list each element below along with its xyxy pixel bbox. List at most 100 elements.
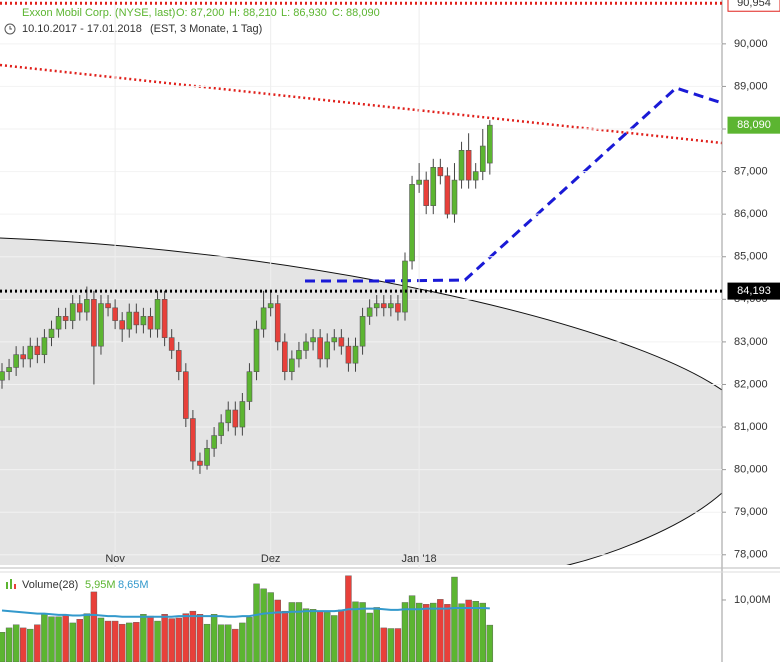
- volume-bar: [387, 628, 395, 663]
- candle-body: [260, 307, 267, 330]
- candle-body: [274, 303, 281, 343]
- candle-body: [324, 341, 331, 360]
- candle-body: [0, 371, 5, 381]
- candle-body: [140, 316, 147, 326]
- candle-body: [373, 303, 380, 309]
- level-box: [727, 0, 780, 12]
- candle-body: [267, 303, 274, 309]
- y-tick-label: 89,000: [734, 80, 768, 92]
- header-range: 10.10.2017 - 17.01.2018: [22, 23, 142, 35]
- x-tick-label: Jan '18: [402, 553, 437, 565]
- candle-body: [105, 303, 111, 309]
- candle-body: [147, 316, 154, 330]
- candle-body: [253, 328, 260, 372]
- level-box: [727, 282, 780, 300]
- candle-body: [359, 316, 366, 347]
- candle-body: [218, 422, 224, 436]
- volume-bar: [48, 616, 55, 663]
- volume-title: Volume(28): [22, 579, 78, 591]
- volume-ma-line: [1, 607, 490, 618]
- volume-bar: [253, 583, 260, 663]
- volume-bar: [69, 622, 76, 663]
- volume-bar: [118, 623, 126, 663]
- header-low: L: 86,930: [281, 7, 327, 19]
- candle-body: [388, 303, 394, 309]
- candle-body: [41, 337, 48, 355]
- header-close: C: 88,090: [332, 7, 380, 19]
- candle-body: [352, 345, 359, 364]
- volume-bar: [225, 624, 232, 663]
- volume-bar: [189, 610, 197, 663]
- volume-bar: [140, 614, 147, 663]
- candle-body: [6, 367, 12, 372]
- candle-body: [331, 337, 338, 343]
- candle-body: [430, 167, 437, 206]
- volume-bar: [217, 624, 225, 663]
- candle-body: [232, 409, 239, 428]
- x-tick-label: Dez: [261, 553, 281, 565]
- candle-body: [296, 350, 302, 360]
- candle-body: [98, 303, 104, 347]
- volume-bar: [267, 592, 274, 663]
- candle-body: [62, 316, 69, 321]
- volume-bar: [394, 628, 402, 663]
- volume-bar: [316, 610, 324, 663]
- candle-body: [289, 358, 295, 372]
- volume-bar: [41, 613, 48, 663]
- candle-body: [204, 448, 210, 466]
- volume-bar: [345, 575, 352, 663]
- header-open: O: 87,200: [176, 7, 224, 19]
- candle-body: [437, 167, 444, 177]
- y-tick-label: 80,000: [734, 464, 768, 476]
- volume-bar: [331, 615, 338, 663]
- y-tick-label: 79,000: [734, 506, 768, 518]
- candle-body: [395, 303, 401, 313]
- y-tick-label: 82,000: [734, 378, 768, 390]
- volume-bar: [5, 627, 13, 663]
- candle-body: [119, 320, 125, 330]
- level-box: [727, 116, 780, 134]
- level-label: 84,193: [737, 285, 771, 297]
- header-high: H: 88,210: [229, 7, 277, 19]
- candle-body: [55, 316, 62, 330]
- volume-bar: [274, 599, 281, 663]
- volume-bar: [104, 620, 112, 663]
- volume-bar: [309, 609, 317, 663]
- candle-body: [246, 371, 253, 402]
- candle-body: [48, 328, 55, 338]
- candle-body: [310, 337, 316, 343]
- volume-bar: [338, 609, 345, 663]
- clock-icon: [4, 23, 16, 35]
- volume-bar: [324, 612, 331, 663]
- volume-bar: [239, 622, 246, 663]
- candle-body: [154, 299, 161, 330]
- candle-body: [479, 145, 486, 172]
- volume-bar: [232, 628, 239, 663]
- volume-bar: [126, 622, 133, 663]
- clock-icon: [9, 26, 12, 30]
- volume-bar: [359, 602, 366, 663]
- candle-body: [190, 418, 196, 462]
- candle-body: [34, 345, 41, 355]
- candle-body: [303, 341, 309, 351]
- volume-bar: [90, 591, 98, 663]
- candle-body: [416, 179, 422, 185]
- candle-body: [13, 354, 19, 368]
- level-label: 88,090: [737, 119, 771, 131]
- y-tick-label: 86,000: [734, 208, 768, 220]
- candle-body: [281, 341, 288, 372]
- volume-bar: [415, 602, 423, 663]
- volume-bar: [76, 619, 83, 663]
- volume-bar: [111, 620, 119, 663]
- ellipse-fill: [0, 238, 722, 565]
- volume-bar: [210, 614, 218, 663]
- candle-body: [69, 303, 76, 321]
- volume-bar: [486, 624, 494, 663]
- volume-bar: [479, 602, 486, 663]
- volume-bar: [133, 622, 140, 663]
- candle-body: [168, 337, 175, 351]
- candle-body: [20, 354, 27, 360]
- volume-average: 8,65M: [118, 579, 149, 591]
- volume-bar: [12, 624, 20, 663]
- volume-bar: [408, 595, 416, 663]
